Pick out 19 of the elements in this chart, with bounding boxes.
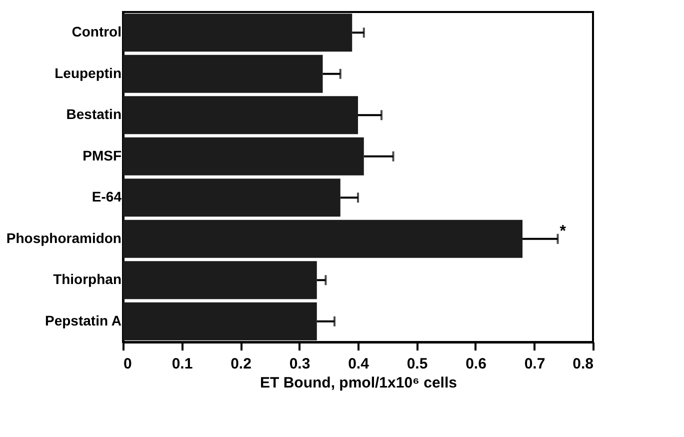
y-tick-label: Pepstatin A bbox=[45, 312, 122, 328]
y-tick-label: E-64 bbox=[92, 188, 122, 205]
y-tick-label: Phosphoramidon bbox=[6, 230, 122, 246]
x-tick-label: 0.7 bbox=[524, 356, 546, 372]
y-tick-label: Control bbox=[72, 24, 122, 40]
y-tick-label: Thiorphan bbox=[53, 271, 122, 288]
y-tick-label: Bestatin bbox=[66, 106, 122, 122]
x-tick-label: 0.5 bbox=[406, 356, 428, 372]
x-tick-label: 0.8 bbox=[572, 356, 594, 372]
x-tick-label: 0.2 bbox=[230, 356, 252, 372]
x-tick-label: 0.3 bbox=[289, 356, 310, 372]
x-tick-label: 0 bbox=[124, 356, 132, 372]
annotation: * bbox=[560, 222, 567, 240]
x-axis-title: ET Bound, pmol/1x10⁶ cells bbox=[260, 374, 457, 392]
x-tick-label: 0.6 bbox=[466, 356, 486, 372]
x-tick-label: 0.1 bbox=[172, 356, 193, 372]
y-tick-label: PMSF bbox=[82, 147, 122, 164]
y-tick-label: Leupeptin bbox=[54, 64, 122, 81]
x-tick-label: 0.4 bbox=[348, 356, 370, 372]
